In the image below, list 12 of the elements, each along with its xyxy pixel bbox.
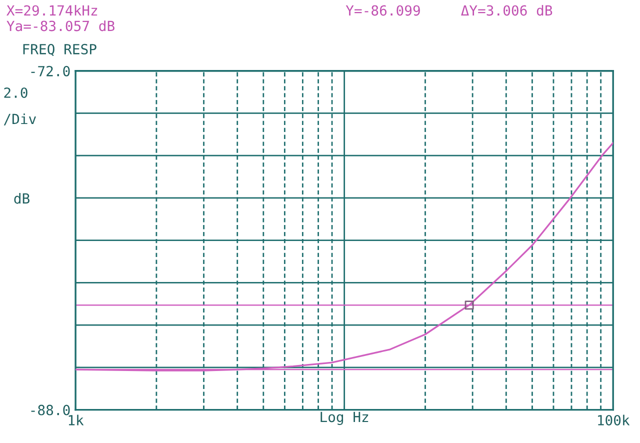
y-tick-label: -88.0 (31, 404, 70, 416)
text: X=29.174kHz (6, 4, 98, 16)
x-axis-title: Log Hz (320, 412, 368, 425)
text: Ya=-83.057 dB (6, 20, 114, 32)
chart-title: FREQ RESP (23, 44, 96, 56)
x-tick-label: 1k (68, 414, 84, 426)
text: 2.0 /Div (4, 87, 36, 126)
y-axis-title: dB (14, 192, 30, 204)
text: Y=-86.099 (346, 5, 420, 16)
x-tick-label: 100k (598, 414, 630, 426)
text: ΔY=3.006 dB (461, 4, 552, 16)
y-tick-label: -72.0 (31, 66, 70, 76)
